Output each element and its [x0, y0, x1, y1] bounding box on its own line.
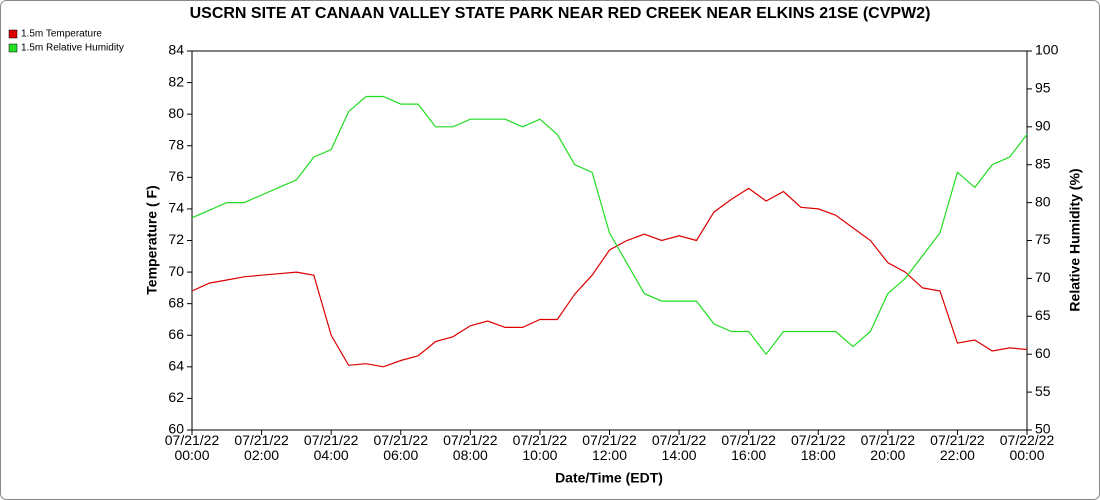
- y-tick-label: 62: [168, 389, 184, 405]
- x-tick-label: 07/21/22 06:00: [373, 432, 429, 463]
- y2-tick-label: 50: [1035, 421, 1051, 437]
- y2-tick-label: 90: [1035, 118, 1051, 134]
- x-tick-label: 07/21/22 02:00: [234, 432, 289, 463]
- y2-tick-label: 95: [1035, 80, 1051, 96]
- x-tick-label: 07/21/22 00:00: [164, 432, 220, 463]
- y2-tick-label: 85: [1035, 155, 1051, 171]
- y2-tick-label: 70: [1035, 269, 1051, 285]
- y-tick-label: 78: [168, 136, 184, 152]
- y-tick-label: 82: [168, 73, 184, 89]
- y-tick-label: 70: [168, 263, 184, 279]
- legend-swatch: [8, 29, 18, 39]
- y-tick-label: 72: [168, 231, 184, 247]
- y-tick-label: 68: [168, 294, 184, 310]
- x-tick-label: 07/21/22 16:00: [721, 432, 776, 463]
- legend-label: 1.5m Relative Humidity: [21, 43, 124, 54]
- legend-swatch: [8, 43, 18, 53]
- x-tick-label: 07/21/22 18:00: [791, 432, 846, 463]
- y2-axis-label: Relative Humidity (%): [1067, 168, 1083, 311]
- x-tick-label: 07/21/22 10:00: [512, 432, 568, 463]
- y-tick-label: 60: [168, 421, 184, 437]
- x-tick-label: 07/21/22 08:00: [443, 432, 498, 463]
- x-tick-label: 07/21/22 04:00: [303, 432, 359, 463]
- plot-area: [191, 50, 1028, 431]
- y2-tick-label: 65: [1035, 307, 1051, 323]
- y-tick-label: 76: [168, 168, 184, 184]
- legend-label: 1.5m Temperature: [21, 29, 102, 40]
- chart-title: USCRN SITE AT CANAAN VALLEY STATE PARK N…: [190, 5, 931, 22]
- data-line: [191, 95, 1028, 356]
- data-line: [191, 187, 1028, 368]
- y2-tick-label: 55: [1035, 383, 1051, 399]
- y2-tick-label: 100: [1035, 42, 1059, 58]
- y-tick-label: 64: [168, 358, 184, 374]
- x-tick-label: 07/21/22 14:00: [651, 432, 707, 463]
- x-tick-label: 07/21/22 22:00: [930, 432, 985, 463]
- x-tick-label: 07/21/22 12:00: [582, 432, 637, 463]
- y-tick-label: 80: [168, 105, 184, 121]
- x-tick-label: 07/22/22 00:00: [999, 432, 1055, 463]
- x-tick-label: 07/21/22 20:00: [860, 432, 916, 463]
- x-axis-label: Date/Time (EDT): [555, 470, 663, 486]
- y-tick-label: 74: [168, 200, 184, 216]
- y-axis-label: Temperature ( F): [144, 185, 160, 294]
- y2-tick-label: 75: [1035, 231, 1051, 247]
- y-tick-label: 66: [168, 326, 184, 342]
- y-tick-label: 84: [168, 42, 184, 58]
- y2-tick-label: 80: [1035, 193, 1051, 209]
- y2-tick-label: 60: [1035, 345, 1051, 361]
